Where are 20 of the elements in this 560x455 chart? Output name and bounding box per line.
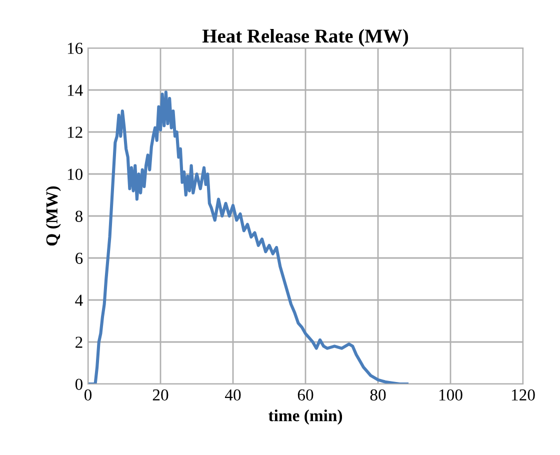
x-tick-label: 120: [512, 389, 535, 401]
y-tick-label: 2: [76, 336, 82, 348]
x-tick-label: 20: [152, 389, 168, 401]
y-tick-label: 4: [75, 294, 83, 306]
x-tick-label: 80: [370, 389, 386, 401]
chart-title: Heat Release Rate (MW): [202, 28, 408, 47]
x-tick-label: 40: [224, 389, 241, 401]
line-series: [88, 90, 409, 384]
y-axis-title: Q (MW): [46, 186, 61, 246]
x-tick-label: 100: [439, 389, 462, 401]
x-tick-label: 60: [298, 389, 314, 401]
y-tick-label: 10: [68, 168, 83, 180]
x-axis-title: time (min): [268, 410, 342, 425]
y-tick-label: 6: [76, 252, 83, 264]
y-tick-label: 16: [68, 42, 83, 54]
x-tick-label: 0: [84, 389, 92, 401]
y-tick-label: 8: [75, 210, 83, 222]
y-tick-label: 12: [68, 126, 82, 138]
y-tick-label: 14: [68, 84, 83, 96]
y-tick-label: 0: [75, 378, 83, 390]
